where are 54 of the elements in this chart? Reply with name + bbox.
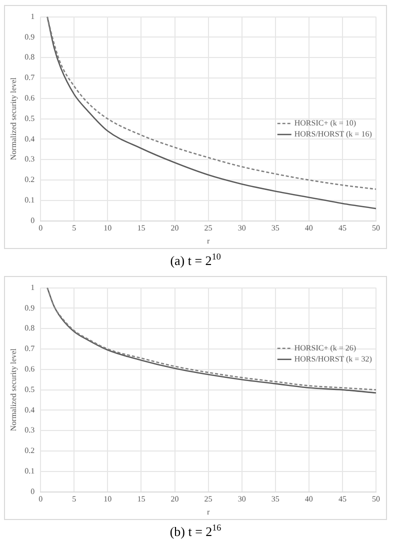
x-tick-label: 0 [38,224,43,233]
x-tick-label: 35 [271,224,280,233]
y-tick-label: 0.1 [24,466,35,476]
x-tick-label: 35 [271,494,280,504]
x-tick-label: 5 [72,494,76,504]
x-tick-label: 5 [72,224,76,233]
y-tick-label: 0.2 [24,175,35,184]
y-tick-label: 0.6 [24,364,35,374]
y-tick-label: 0.4 [24,405,35,414]
x-tick-label: 40 [304,224,313,233]
y-axis-title: Normalized security level [8,76,18,160]
y-tick-label: 0 [30,486,35,496]
y-axis-title: Normalized security level [8,348,18,432]
x-tick-label: 30 [238,224,246,233]
x-tick-label: 45 [338,494,346,504]
x-tick-label: 20 [170,494,179,504]
legend-label: HORSIC+ (k = 10) [294,118,356,128]
x-tick-label: 40 [304,494,313,504]
x-tick-label: 50 [372,494,380,504]
y-tick-label: 0.9 [24,32,35,42]
x-axis-title: r [206,236,210,246]
x-tick-label: 10 [104,224,112,233]
x-tick-label: 0 [38,494,43,504]
x-tick-label: 15 [137,494,146,504]
y-tick-label: 0.2 [24,446,35,456]
x-tick-label: 20 [170,224,179,233]
y-tick-label: 0.5 [24,384,35,394]
x-tick-label: 25 [204,224,212,233]
legend-label: HORS/HORST (k = 16) [294,130,372,139]
y-tick-label: 0.3 [24,154,35,164]
y-tick-label: 0.5 [24,114,35,123]
x-tick-label: 25 [204,494,212,504]
x-tick-label: 50 [372,224,380,233]
y-tick-label: 0 [30,216,35,225]
x-tick-label: 45 [338,224,346,233]
x-tick-label: 30 [238,494,246,504]
y-tick-label: 0.7 [24,73,35,82]
text: (a) t = 2$^{10}$ [169,250,222,270]
y-tick-label: 0.8 [24,324,35,333]
y-tick-label: 0.7 [24,344,35,354]
legend-label: HORS/HORST (k = 32) [294,354,372,364]
x-tick-label: 15 [137,224,146,233]
y-tick-label: 1 [30,282,35,292]
y-tick-label: 0.8 [24,52,35,62]
y-tick-label: 0.9 [24,303,35,312]
legend-label: HORSIC+ (k = 26) [294,343,356,352]
y-tick-label: 1 [30,12,35,21]
y-tick-label: 0.4 [24,134,35,144]
y-tick-label: 0.1 [24,195,35,204]
y-tick-label: 0.3 [24,426,35,435]
y-tick-label: 0.6 [24,93,35,102]
text: (b) t = 2$^{16}$ [168,522,222,541]
x-tick-label: 10 [104,494,112,504]
x-axis-title: r [206,507,210,516]
